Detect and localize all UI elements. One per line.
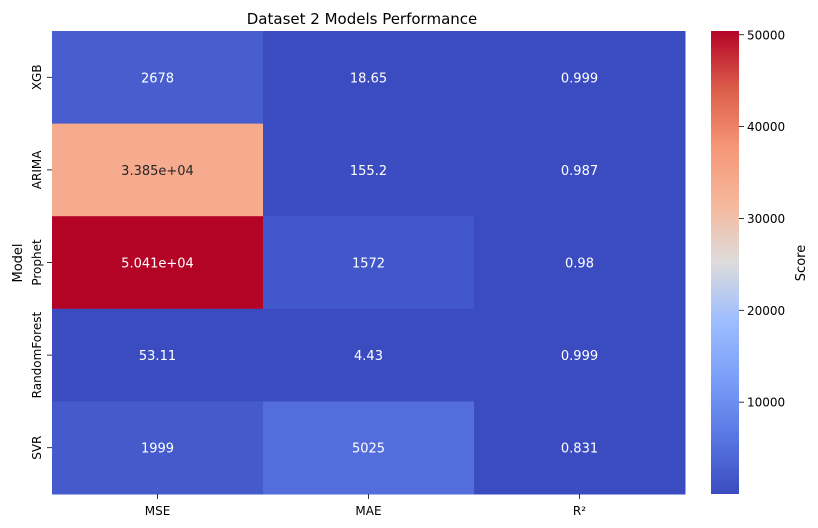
heatmap-cell: [474, 123, 686, 217]
colorbar-tick-label: 30000: [747, 212, 785, 226]
cell-value-label: 53.11: [139, 349, 176, 364]
colorbar-tick-label: 10000: [747, 396, 785, 410]
heatmap-cells: [52, 31, 686, 495]
cell-value-label: 3.385e+04: [121, 164, 194, 179]
heatmap-cell: [263, 216, 475, 310]
cell-value-label: 2678: [141, 71, 174, 86]
cell-value-label: 5.041e+04: [121, 257, 194, 272]
x-axis-ticks: MSE MAE R²: [145, 494, 586, 518]
y-tick-label: ARIMA: [30, 150, 44, 189]
colorbar-ticks: 10000 20000 30000 40000 50000: [739, 28, 785, 410]
colorbar-label: Score: [794, 245, 809, 281]
chart-title: Dataset 2 Models Performance: [247, 10, 478, 28]
heatmap-cell: [52, 31, 264, 125]
cell-value-label: 5025: [352, 442, 385, 457]
y-tick-label: XGB: [30, 64, 44, 90]
heatmap-cell: [52, 216, 264, 310]
cell-value-label: 4.43: [354, 349, 383, 364]
colorbar-tick-label: 50000: [747, 28, 785, 42]
colorbar-tick-label: 20000: [747, 304, 785, 318]
cell-value-label: 1572: [352, 257, 385, 272]
heatmap-cell: [263, 308, 475, 402]
cell-value-label: 1999: [141, 442, 174, 457]
cell-value-label: 0.999: [561, 71, 598, 86]
cell-value-label: 0.999: [561, 349, 598, 364]
heatmap-cell: [474, 31, 686, 125]
heatmap-cell: [263, 401, 475, 495]
y-tick-label: Prophet: [30, 239, 44, 286]
cell-labels: 2678 18.65 0.999 3.385e+04 155.2 0.987 5.041e+…: [121, 71, 598, 456]
y-tick-label: RandomForest: [30, 312, 44, 399]
heatmap-cell: [263, 123, 475, 217]
heatmap-cell: [474, 216, 686, 310]
colorbar: [711, 31, 739, 494]
heatmap-cell: [474, 308, 686, 402]
cell-value-label: 155.2: [350, 164, 387, 179]
x-tick-label: MSE: [145, 504, 171, 518]
heatmap-cell: [52, 123, 264, 217]
heatmap-cell: [52, 308, 264, 402]
x-tick-label: R²: [573, 504, 586, 518]
cell-value-label: 0.831: [561, 442, 598, 457]
heatmap-cell: [52, 401, 264, 495]
colorbar-tick-label: 40000: [747, 120, 785, 134]
y-tick-label: SVR: [30, 436, 44, 460]
x-tick-label: MAE: [355, 504, 381, 518]
y-axis-ticks: XGB ARIMA Prophet RandomForest SVR: [30, 64, 52, 460]
cell-value-label: 18.65: [350, 71, 387, 86]
cell-value-label: 0.987: [561, 164, 598, 179]
heatmap-cell: [263, 31, 475, 125]
y-axis-label: Model: [11, 243, 26, 282]
heatmap-cell: [474, 401, 686, 495]
cell-value-label: 0.98: [565, 257, 594, 272]
